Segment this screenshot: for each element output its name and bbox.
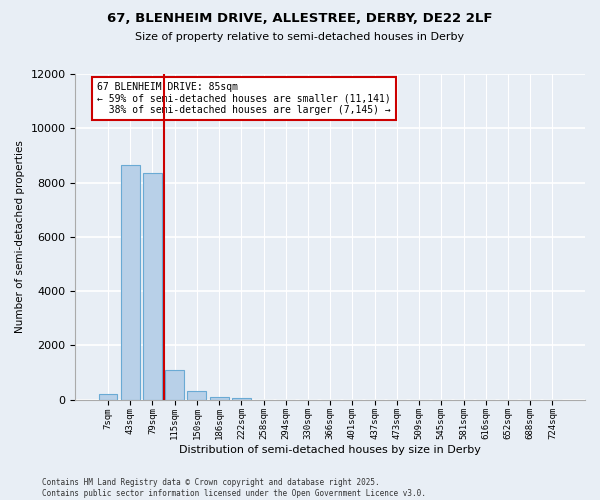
Bar (98, 394, 118, 400)
Text: 67, BLENHEIM DRIVE, ALLESTREE, DERBY, DE22 2LF: 67, BLENHEIM DRIVE, ALLESTREE, DERBY, DE… (107, 12, 493, 26)
Bar (121, 165, 140, 400)
Bar (165, 370, 184, 400)
Text: 67 BLENHEIM DRIVE: 85sqm
← 59% of semi-detached houses are smaller (11,141)
  38: 67 BLENHEIM DRIVE: 85sqm ← 59% of semi-d… (97, 82, 391, 116)
Bar (232, 398, 251, 400)
Text: Contains HM Land Registry data © Crown copyright and database right 2025.
Contai: Contains HM Land Registry data © Crown c… (42, 478, 426, 498)
Y-axis label: Number of semi-detached properties: Number of semi-detached properties (15, 140, 25, 333)
Bar (187, 391, 206, 400)
Bar (143, 173, 162, 400)
X-axis label: Distribution of semi-detached houses by size in Derby: Distribution of semi-detached houses by … (179, 445, 481, 455)
Bar (209, 397, 229, 400)
Text: Size of property relative to semi-detached houses in Derby: Size of property relative to semi-detach… (136, 32, 464, 42)
